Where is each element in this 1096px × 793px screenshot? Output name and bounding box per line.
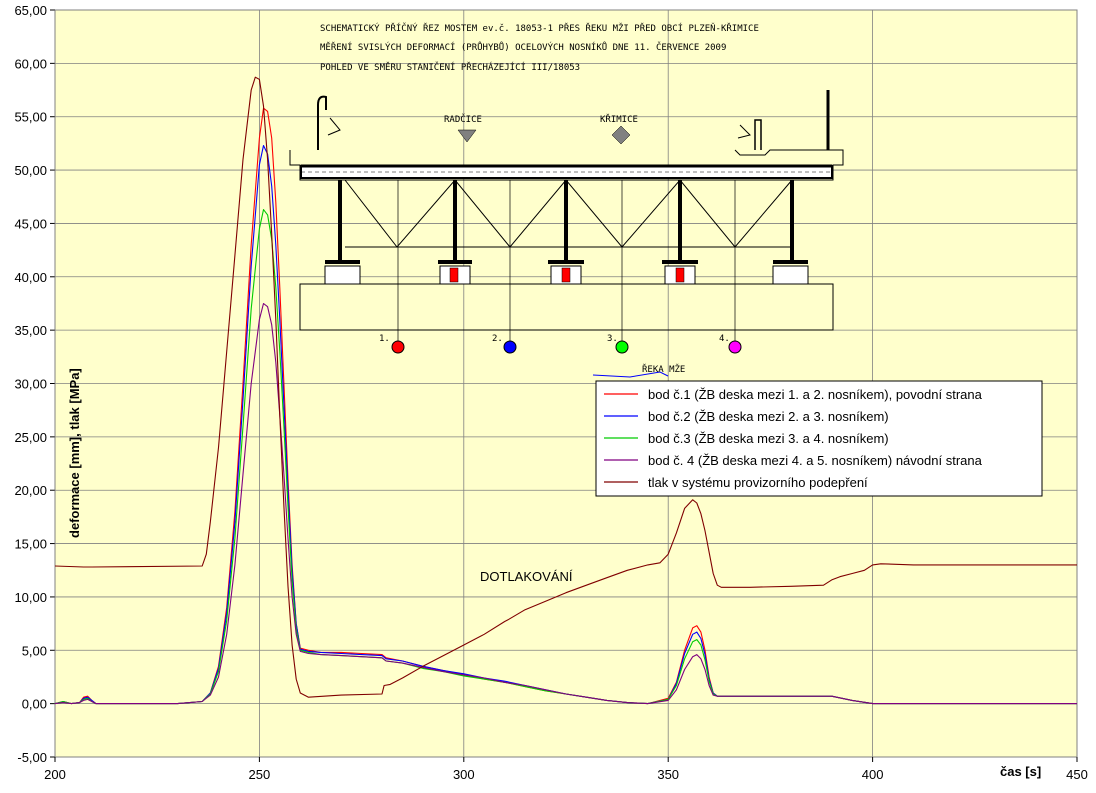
y-tick-label: 35,00 [14,323,47,338]
direction-label-radcice: RADČICE [444,113,482,125]
series-line-5 [54,76,1077,698]
point-marker-4 [728,340,742,354]
legend-label-1: bod č.1 (ŽB deska mezi 1. a 2. nosníkem)… [648,387,983,402]
legend-label-2: bod č.2 (ŽB deska mezi 2. a 3. nosníkem) [648,409,889,424]
point-label-2: 2. [492,334,503,344]
y-tick-label: 30,00 [14,377,47,392]
series-line-2 [54,144,1077,705]
y-tick-label: 5,00 [22,643,47,658]
point-label-3: 3. [607,334,618,344]
point-marker-2 [503,340,517,354]
y-axis-title: deformace [mm], tlak [MPa] [67,368,82,538]
x-tick-label: 200 [44,767,66,782]
legend-label-5: tlak v systému provizorního podepření [648,475,868,490]
y-tick-label: 20,00 [14,483,47,498]
point-marker-3 [615,340,629,354]
legend-label-4: bod č. 4 (ŽB deska mezi 4. a 5. nosníkem… [648,453,983,468]
y-tick-label: 55,00 [14,110,47,125]
y-tick-label: 10,00 [14,590,47,605]
legend: bod č.1 (ŽB deska mezi 1. a 2. nosníkem)… [595,380,1043,497]
y-tick-label: 40,00 [14,270,47,285]
annotation-dotlakovani: DOTLAKOVÁNÍ [480,569,573,584]
y-tick-label: 50,00 [14,163,47,178]
point-marker-1 [391,340,405,354]
point-label-1: 1. [379,334,390,344]
x-tick-label: 450 [1066,767,1088,782]
x-tick-label: 350 [657,767,679,782]
x-tick-label: 250 [249,767,271,782]
y-tick-label: 15,00 [14,537,47,552]
river-label: ŘEKA MŽE [642,363,685,375]
y-tick-label: 65,00 [14,3,47,18]
header-line-3: POHLED VE SMĚRU STANIČENÍ PŘECHÁZEJÍCÍ I… [320,61,580,73]
header-line-1: SCHEMATICKÝ PŘÍČNÝ ŘEZ MOSTEM ev.č. 1805… [320,22,759,34]
bridge-schematic [289,90,844,378]
y-tick-labels: -5,00 0,00 5,00 10,00 15,00 20,00 25,00 30,00 35… [14,3,47,765]
x-tick-label: 400 [862,767,884,782]
x-tick-label: 300 [453,767,475,782]
y-tick-label: -5,00 [17,750,47,765]
legend-label-3: bod č.3 (ŽB deska mezi 3. a 4. nosníkem) [648,431,889,446]
legend-box [595,380,1043,497]
y-tick-label: 0,00 [22,697,47,712]
x-tick-labels: 200 250 300 350 400 450 [44,767,1088,782]
y-tick-label: 45,00 [14,216,47,231]
header-line-2: MĚŘENÍ SVISLÝCH DEFORMACÍ (PRŮHYBŮ) OCEL… [320,41,726,53]
x-axis-title: čas [s] [1000,764,1041,779]
series-lines [54,76,1077,705]
direction-label-krimice: KŘIMICE [600,113,638,125]
point-label-4: 4. [719,334,730,344]
y-tick-label: 25,00 [14,430,47,445]
series-line-4 [54,302,1077,705]
y-tick-label: 60,00 [14,56,47,71]
